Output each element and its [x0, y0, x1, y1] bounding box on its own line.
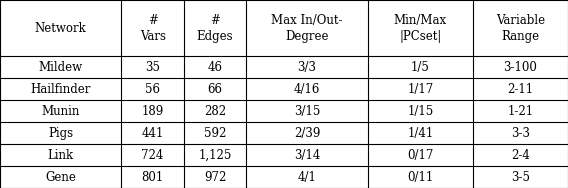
Text: 3-3: 3-3 [511, 127, 530, 140]
Text: 3/3: 3/3 [298, 61, 316, 74]
Text: 2/39: 2/39 [294, 127, 320, 140]
Text: 35: 35 [145, 61, 160, 74]
Text: #
Edges: # Edges [197, 14, 233, 43]
Text: 0/17: 0/17 [407, 149, 433, 162]
Text: 1-21: 1-21 [507, 105, 533, 118]
Text: 1,125: 1,125 [198, 149, 232, 162]
Text: Hailfinder: Hailfinder [31, 83, 91, 96]
Text: 3/15: 3/15 [294, 105, 320, 118]
Text: 3-100: 3-100 [503, 61, 537, 74]
Text: 3-5: 3-5 [511, 171, 530, 183]
Text: Variable
Range: Variable Range [496, 14, 545, 43]
Text: #
Vars: # Vars [140, 14, 166, 43]
Text: 66: 66 [207, 83, 223, 96]
Text: Munin: Munin [41, 105, 80, 118]
Text: 282: 282 [204, 105, 226, 118]
Text: 1/5: 1/5 [411, 61, 429, 74]
Text: Mildew: Mildew [39, 61, 83, 74]
Text: 56: 56 [145, 83, 160, 96]
Text: 4/16: 4/16 [294, 83, 320, 96]
Text: 2-4: 2-4 [511, 149, 530, 162]
Text: 3/14: 3/14 [294, 149, 320, 162]
Text: 1/15: 1/15 [407, 105, 433, 118]
Text: 4/1: 4/1 [298, 171, 316, 183]
Text: Max In/Out-
Degree: Max In/Out- Degree [272, 14, 343, 43]
Text: Gene: Gene [45, 171, 76, 183]
Text: 2-11: 2-11 [507, 83, 533, 96]
Text: 189: 189 [141, 105, 164, 118]
Text: 441: 441 [141, 127, 164, 140]
Text: 1/41: 1/41 [407, 127, 433, 140]
Text: 592: 592 [204, 127, 226, 140]
Text: 46: 46 [207, 61, 223, 74]
Text: 724: 724 [141, 149, 164, 162]
Text: 972: 972 [204, 171, 226, 183]
Text: Link: Link [48, 149, 74, 162]
Text: Min/Max
|PCset|: Min/Max |PCset| [394, 14, 447, 43]
Text: Pigs: Pigs [48, 127, 73, 140]
Text: 0/11: 0/11 [407, 171, 433, 183]
Text: 1/17: 1/17 [407, 83, 433, 96]
Text: Network: Network [35, 22, 86, 35]
Text: 801: 801 [141, 171, 164, 183]
